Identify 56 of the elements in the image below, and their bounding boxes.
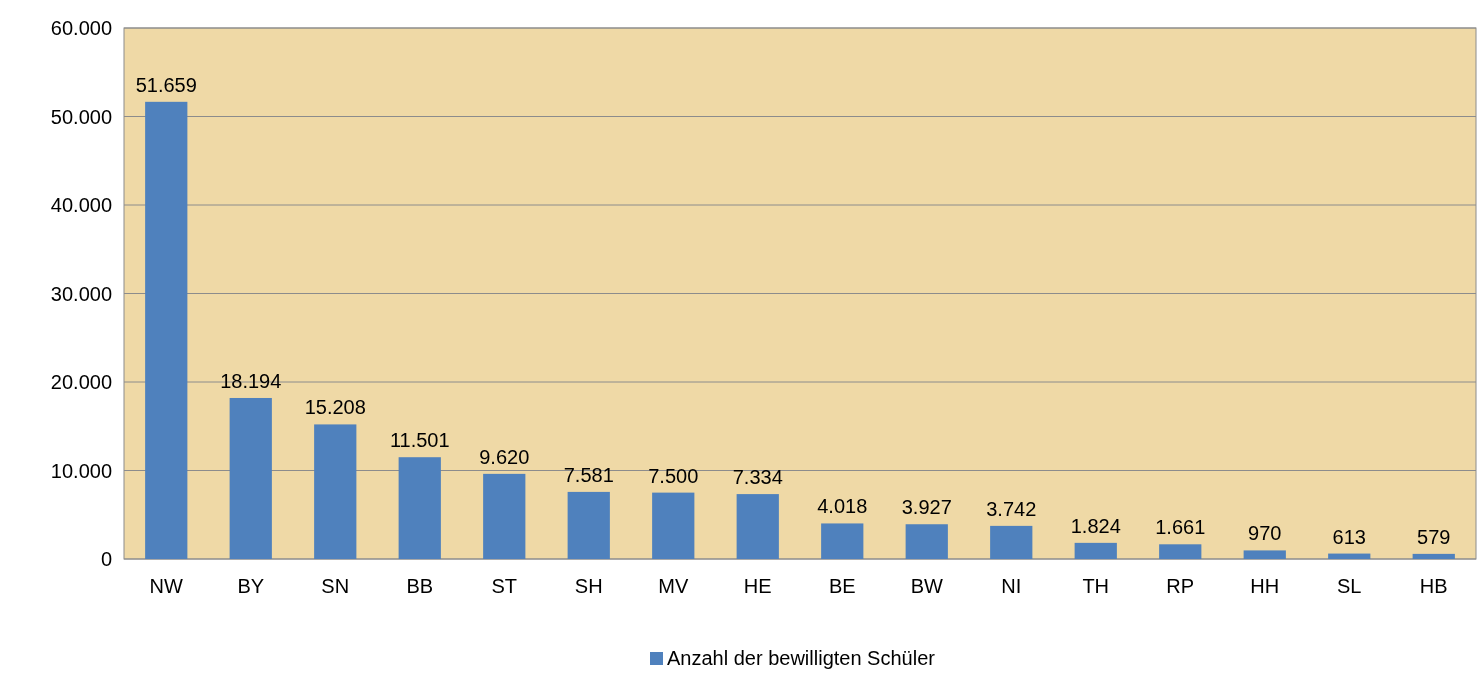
x-tick-label: SL xyxy=(1337,575,1362,597)
x-tick-label: ST xyxy=(491,575,518,597)
y-tick-label: 30.000 xyxy=(50,282,112,305)
bar xyxy=(1328,553,1371,559)
data-label: 11.501 xyxy=(389,429,450,452)
x-tick-label: RP xyxy=(1166,575,1195,597)
data-label: 7.500 xyxy=(648,464,699,487)
x-tick-label: HE xyxy=(743,575,772,597)
data-label: 1.824 xyxy=(1070,514,1121,537)
data-label: 15.208 xyxy=(304,396,366,419)
bar xyxy=(1243,550,1286,559)
x-tick-label: BY xyxy=(237,575,265,597)
y-tick-label: 40.000 xyxy=(50,194,112,216)
x-tick-label: BB xyxy=(406,575,434,597)
bar xyxy=(483,473,526,559)
y-tick-label: 50.000 xyxy=(50,105,112,128)
bar xyxy=(652,492,695,559)
y-tick-label: 60.000 xyxy=(50,17,112,39)
bar xyxy=(821,523,864,559)
bar xyxy=(229,397,272,559)
y-tick-label: 10.000 xyxy=(50,459,112,482)
y-tick-label: 20.000 xyxy=(50,371,112,393)
data-label: 1.661 xyxy=(1155,516,1206,539)
bar xyxy=(314,424,357,559)
x-tick-label: BW xyxy=(910,575,943,597)
x-tick-label: NW xyxy=(149,575,184,597)
bar xyxy=(736,494,779,559)
data-label: 51.659 xyxy=(135,73,197,96)
data-label: 18.194 xyxy=(220,369,282,392)
data-label: 9.620 xyxy=(479,445,530,468)
bar xyxy=(990,525,1033,559)
x-tick-label: TH xyxy=(1082,575,1110,597)
x-tick-label: BE xyxy=(828,575,856,597)
bar xyxy=(1074,542,1117,559)
data-label: 970 xyxy=(1248,522,1282,545)
data-label: 4.018 xyxy=(817,495,868,518)
x-tick-label: SN xyxy=(321,575,350,597)
bar xyxy=(145,101,188,559)
x-tick-label: SH xyxy=(574,575,603,597)
bar xyxy=(398,457,441,559)
x-tick-label: HH xyxy=(1250,575,1280,597)
x-tick-label: NI xyxy=(1001,575,1022,597)
bar xyxy=(567,491,610,559)
data-label: 7.334 xyxy=(732,466,783,489)
bar xyxy=(905,524,948,559)
legend-label: Anzahl der bewilligten Schüler xyxy=(667,647,936,669)
x-tick-label: HB xyxy=(1419,575,1448,597)
data-label: 579 xyxy=(1417,525,1451,548)
bar xyxy=(1412,553,1455,559)
data-label: 3.742 xyxy=(986,497,1037,520)
y-tick-label: 0 xyxy=(100,548,112,570)
data-label: 7.581 xyxy=(563,463,614,486)
bar xyxy=(1159,544,1202,559)
data-label: 3.927 xyxy=(901,496,952,519)
x-tick-label: MV xyxy=(658,575,689,597)
data-label: 613 xyxy=(1332,525,1366,548)
